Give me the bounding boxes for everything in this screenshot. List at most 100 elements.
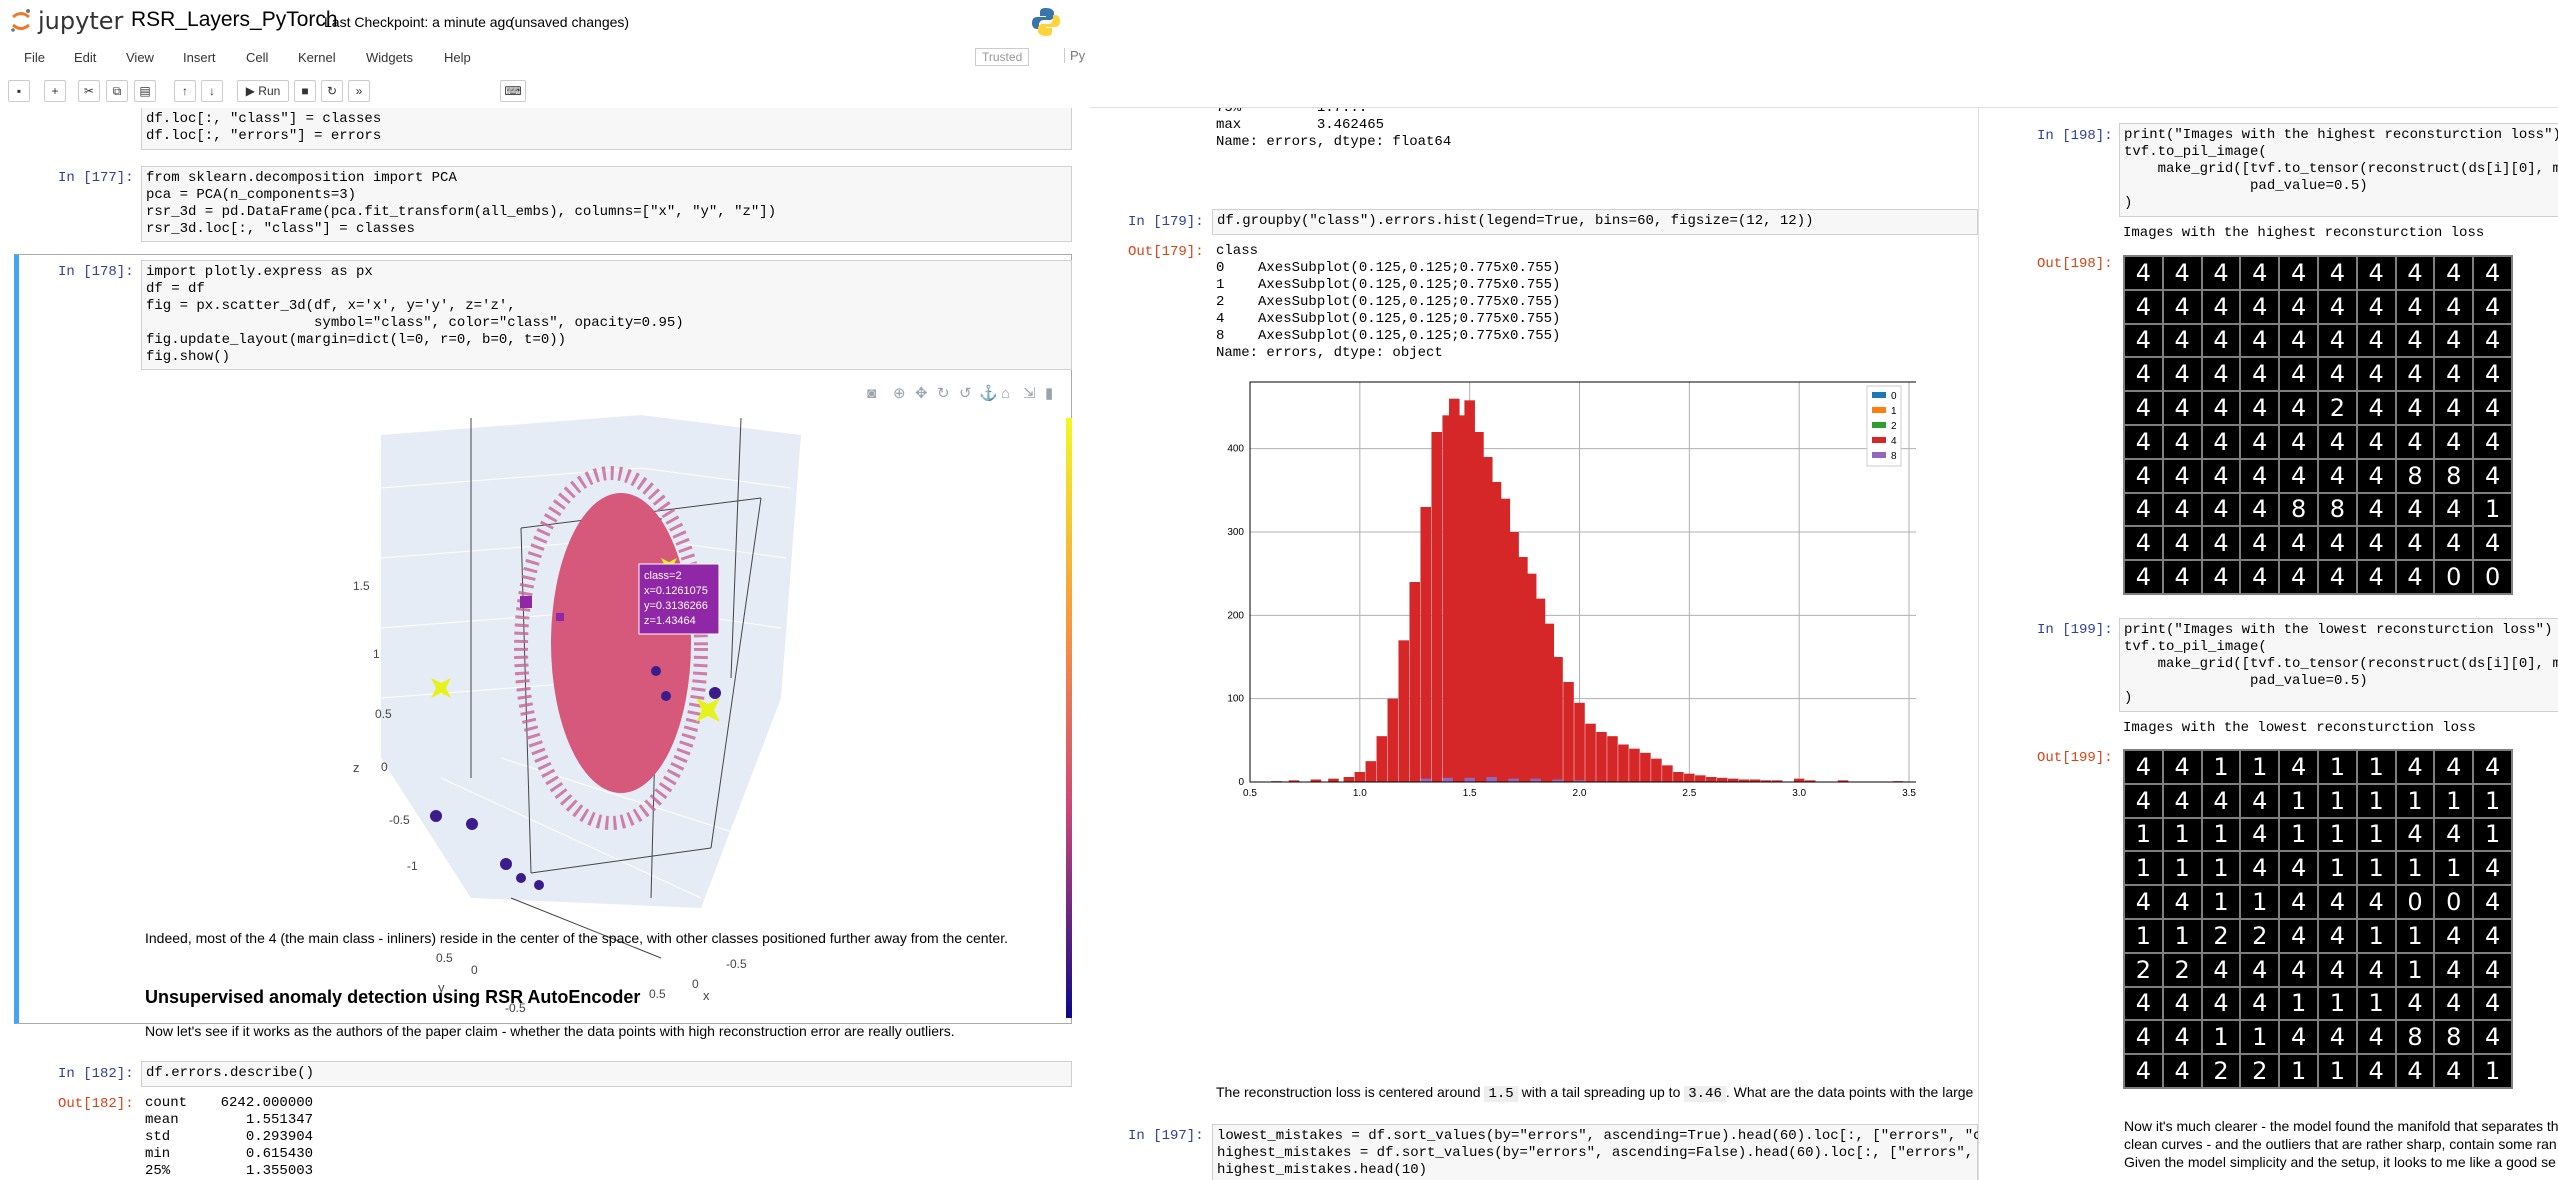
y-tick: 0.5 <box>436 951 453 965</box>
run-button[interactable]: ▶ Run <box>237 80 289 102</box>
output-line: mean 1.551347 <box>145 1112 314 1128</box>
menu-help[interactable]: Help <box>444 50 471 65</box>
anchor-icon[interactable]: ⚓ <box>979 384 998 402</box>
code-cell-178[interactable]: import plotly.express as px df = df fig … <box>141 260 1072 370</box>
digit-image-tile: 4 <box>2435 358 2473 391</box>
code-line: ) <box>2124 195 2133 211</box>
menu-kernel[interactable]: Kernel <box>298 50 336 65</box>
digit-image-tile: 4 <box>2435 1055 2473 1087</box>
inline-code: 3.46 <box>1684 1086 1726 1102</box>
digit-image-tile: 1 <box>2357 852 2395 885</box>
histogram-bar-class-4 <box>1409 582 1421 782</box>
class-0-markers <box>430 666 721 890</box>
digit-image-tile: 4 <box>2125 392 2162 424</box>
code-cell-179[interactable]: df.groupby("class").errors.hist(legend=T… <box>1212 209 1978 235</box>
zoom-icon[interactable]: ⊕ <box>893 385 906 402</box>
code-line: fig.show() <box>146 349 231 365</box>
autosave-status: (unsaved changes) <box>510 14 630 30</box>
paste-button[interactable]: ▤ <box>134 80 156 102</box>
code-cell-182[interactable]: df.errors.describe() <box>141 1061 1072 1087</box>
digit-image-tile: 4 <box>2435 493 2473 526</box>
save-button[interactable]: ▪ <box>8 80 30 102</box>
output-line: 2 AxesSubplot(0.125,0.125;0.775x0.755) <box>1216 294 1561 310</box>
cut-button[interactable]: ✂ <box>78 80 100 102</box>
z-tick: 0.5 <box>375 707 392 721</box>
digit-image-tile: 4 <box>2474 358 2511 391</box>
code-cell-top[interactable]: df.loc[:, "class"] = classes df.loc[:, "… <box>141 108 1072 150</box>
digit-image-tile: 4 <box>2125 1055 2162 1087</box>
jupyter-logo[interactable]: jupyter <box>10 6 123 36</box>
digit-image-tile: 1 <box>2435 852 2473 885</box>
digit-image-tile: 1 <box>2318 784 2356 817</box>
digit-image-tile: 4 <box>2396 392 2434 424</box>
restart-button[interactable]: ↻ <box>321 80 343 102</box>
copy-button[interactable]: ⧉ <box>106 80 128 102</box>
digit-image-tile: 4 <box>2163 751 2201 783</box>
insert-cell-button[interactable]: + <box>44 80 66 102</box>
move-down-button[interactable]: ↓ <box>201 80 223 102</box>
code-cell-198[interactable]: print("Images with the highest reconstur… <box>2119 123 2558 217</box>
digit-image-tile: 4 <box>2202 527 2240 560</box>
digit-image-tile: 4 <box>2474 919 2511 952</box>
digit-image-tile: 4 <box>2125 1021 2162 1054</box>
digit-image-tile: 4 <box>2474 459 2511 492</box>
arrow-up-icon: ↑ <box>182 84 188 98</box>
tooltip-line: x=0.1261075 <box>644 585 708 597</box>
pan-icon[interactable]: ✥ <box>915 385 928 402</box>
trusted-indicator[interactable]: Trusted <box>975 48 1030 66</box>
digit-image-tile: 1 <box>2396 919 2434 952</box>
home-icon[interactable]: ⌂ <box>1001 385 1010 402</box>
code-line: tvf.to_pil_image( <box>2124 639 2267 655</box>
x-tick-label: 0.5 <box>1243 788 1257 799</box>
interrupt-button[interactable]: ■ <box>294 80 316 102</box>
digit-image-tile: 8 <box>2318 493 2356 526</box>
describe-output-tail: 75% 1.7... max 3.462465 Name: errors, dt… <box>1216 108 1451 151</box>
command-palette-button[interactable]: ⌨ <box>500 80 526 102</box>
legend-swatch <box>1872 437 1886 443</box>
digit-image-tile: 4 <box>2280 886 2317 918</box>
digit-image-tile: 1 <box>2318 751 2356 783</box>
menu-view[interactable]: View <box>126 50 154 65</box>
digit-image-tile: 1 <box>2474 493 2511 526</box>
x-tick-label: 1.0 <box>1353 788 1367 799</box>
camera-icon[interactable]: ◙ <box>867 385 876 402</box>
digit-image-tile: 4 <box>2202 784 2240 817</box>
errors-histogram: 0.5 1.0 1.5 2.0 2.5 3.0 3.5 0 100 200 300 400 0 1 2 4 8 <box>1227 381 1916 799</box>
plotly-logo-icon[interactable]: ▮ <box>1045 385 1053 402</box>
turntable-icon[interactable]: ↺ <box>959 385 972 402</box>
digit-image-tile: 1 <box>2163 818 2201 851</box>
digit-image-tile: 4 <box>2357 324 2395 357</box>
plotly-modebar[interactable]: ◙ ⊕ ✥ ↻ ↺ ⚓ ⌂ ⇲ ▮ <box>867 384 1053 402</box>
digit-image-tile: 4 <box>2241 818 2279 851</box>
digit-image-tile: 4 <box>2280 425 2317 458</box>
digit-image-tile: 2 <box>2163 953 2201 986</box>
notebook-title[interactable]: RSR_Layers_PyTorch <box>131 8 338 31</box>
digit-image-tile: 4 <box>2241 324 2279 357</box>
digit-image-tile: 4 <box>2202 987 2240 1020</box>
menu-file[interactable]: File <box>24 50 45 65</box>
code-cell-199[interactable]: print("Images with the lowest reconsturc… <box>2119 618 2558 712</box>
digit-image-tile: 4 <box>2396 1055 2434 1087</box>
menu-widgets[interactable]: Widgets <box>366 50 413 65</box>
digit-image-tile: 1 <box>2163 852 2201 885</box>
legend-label: 0 <box>1891 391 1897 402</box>
menu-cell[interactable]: Cell <box>246 50 269 65</box>
digit-image-tile: 0 <box>2396 886 2434 918</box>
code-line: highest_mistakes = df.sort_values(by="er… <box>1217 1145 1974 1161</box>
restart-run-all-button[interactable]: » <box>348 80 370 102</box>
move-up-button[interactable]: ↑ <box>174 80 196 102</box>
output-line: Name: errors, dtype: float64 <box>1216 134 1452 150</box>
digit-image-tile: 4 <box>2125 987 2162 1020</box>
menu-insert[interactable]: Insert <box>183 50 216 65</box>
orbit-icon[interactable]: ↻ <box>937 385 950 402</box>
digit-image-tile: 1 <box>2318 987 2356 1020</box>
scatter-3d-plot[interactable]: ◙ ⊕ ✥ ↻ ↺ ⚓ ⌂ ⇲ ▮ <box>141 378 1072 1018</box>
menu-edit[interactable]: Edit <box>74 50 97 65</box>
legend-swatch <box>1872 392 1886 398</box>
arrow-down-icon: ↓ <box>209 84 215 98</box>
x-tick-label: 1.5 <box>1463 788 1477 799</box>
code-cell-177[interactable]: from sklearn.decomposition import PCA pc… <box>141 166 1072 242</box>
spike-icon[interactable]: ⇲ <box>1023 385 1036 402</box>
code-cell-197[interactable]: lowest_mistakes = df.sort_values(by="err… <box>1212 1124 1978 1180</box>
section-heading: Unsupervised anomaly detection using RSR… <box>145 987 641 1007</box>
